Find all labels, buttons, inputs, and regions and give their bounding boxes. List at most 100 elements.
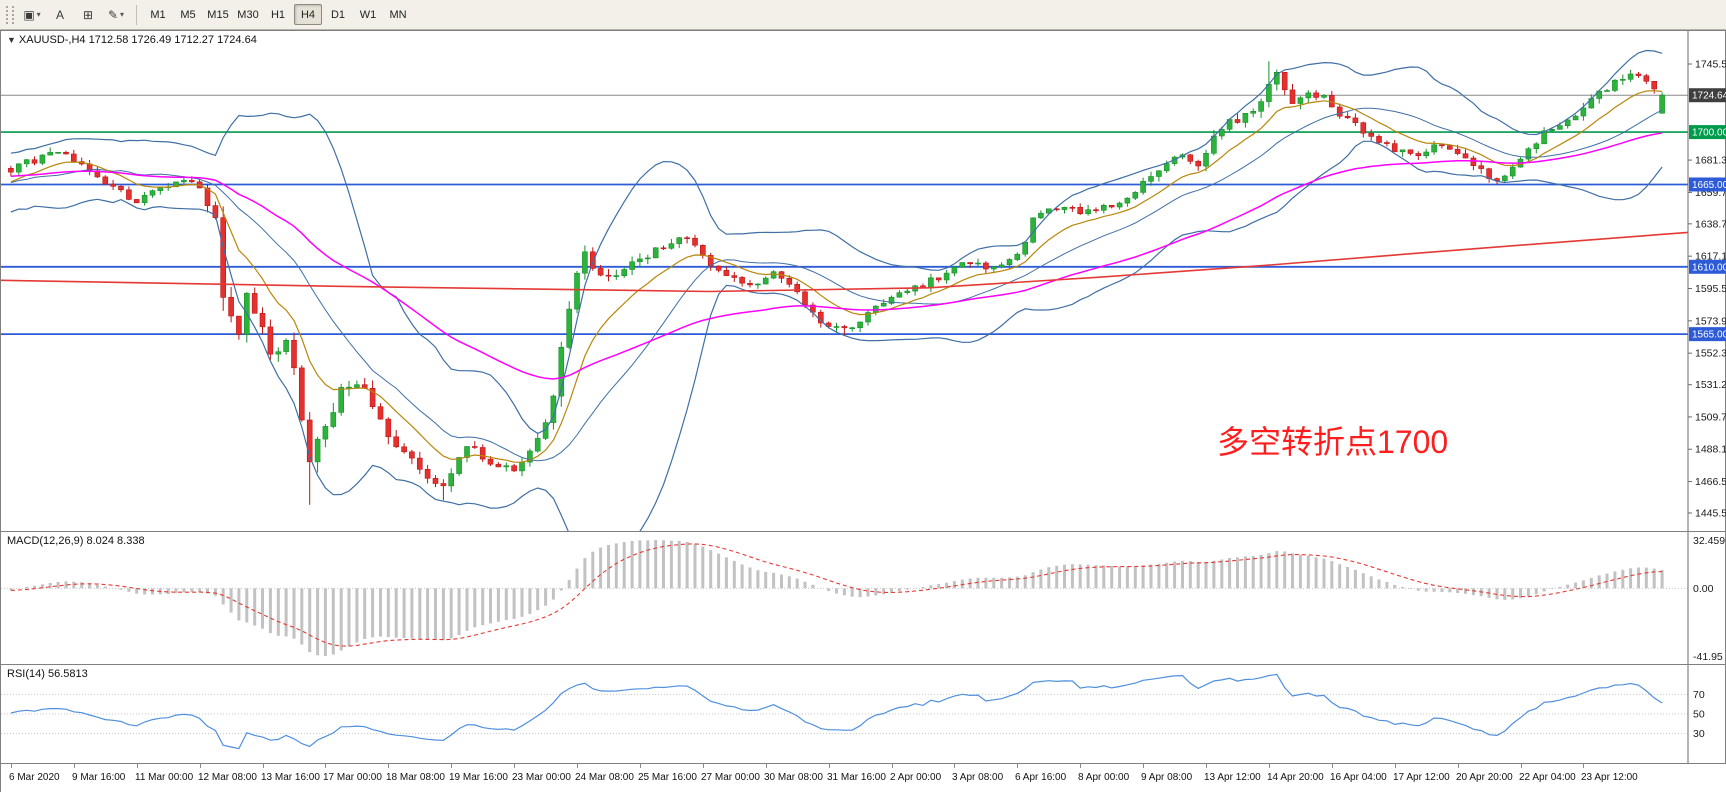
svg-text:1552.30: 1552.30 — [1695, 348, 1726, 360]
chart-ohlc-values: 1712.58 1726.49 1712.27 1724.64 — [88, 34, 257, 46]
macd-canvas[interactable]: 32.459 0.00 -41.95 — [1, 532, 1726, 664]
time-label: 22 Apr 04:00 — [1519, 772, 1576, 783]
time-tick — [200, 764, 201, 768]
time-label: 19 Mar 16:00 — [449, 772, 508, 783]
time-tick — [829, 764, 830, 768]
rsi-panel: 70 50 30 RSI(14) 56.5813 — [1, 665, 1726, 763]
time-tick — [1458, 764, 1459, 768]
macd-label: MACD(12,26,9) 8.024 8.338 — [7, 535, 145, 547]
time-tick — [11, 764, 12, 768]
time-label: 23 Mar 00:00 — [512, 772, 571, 783]
timeframe-m30[interactable]: M30 — [237, 8, 259, 21]
chart-symbol-label: XAUUSD-,H4 — [18, 34, 86, 46]
toolbar: ▣ ▾ A ⊞ ✎ ▾ M1 M5 M15 M30 H1 H4 D1 W1 MN — [0, 0, 1726, 30]
time-label: 3 Apr 08:00 — [952, 772, 1004, 783]
time-tick — [263, 764, 264, 768]
svg-text:1700.00: 1700.00 — [1692, 128, 1726, 139]
svg-text:-41.95: -41.95 — [1693, 651, 1723, 663]
time-tick — [1080, 764, 1081, 768]
time-tick — [1583, 764, 1584, 768]
svg-text:1466.50: 1466.50 — [1695, 476, 1726, 488]
svg-text:32.459: 32.459 — [1693, 535, 1725, 547]
time-tick — [1332, 764, 1333, 768]
svg-text:0.00: 0.00 — [1693, 583, 1714, 595]
svg-text:70: 70 — [1693, 689, 1705, 701]
svg-text:1531.20: 1531.20 — [1695, 379, 1726, 391]
time-tick — [766, 764, 767, 768]
time-tick — [954, 764, 955, 768]
time-label: 17 Mar 00:00 — [323, 772, 382, 783]
text-box-tool[interactable]: ⊞ — [75, 4, 101, 26]
svg-text:1595.50: 1595.50 — [1695, 283, 1726, 295]
time-tick — [1206, 764, 1207, 768]
time-tick — [1269, 764, 1270, 768]
time-tick — [325, 764, 326, 768]
svg-text:1638.70: 1638.70 — [1695, 218, 1726, 230]
chart-dropdown-icon[interactable]: ▼ — [7, 35, 16, 45]
rsi-canvas[interactable]: 70 50 30 — [1, 665, 1726, 763]
time-tick — [892, 764, 893, 768]
chart-window-tool[interactable]: ▣ ▾ — [19, 4, 45, 26]
chevron-down-icon: ▾ — [36, 10, 41, 19]
toolbar-separator — [136, 4, 137, 25]
time-tick — [388, 764, 389, 768]
svg-text:1745.50: 1745.50 — [1695, 59, 1726, 71]
price-chart-canvas[interactable]: 1745.501681.301659.701638.701617.101595.… — [1, 31, 1726, 531]
timeframe-mn[interactable]: MN — [389, 8, 407, 21]
timeframe-m5[interactable]: M5 — [180, 8, 196, 21]
text-box-tool-icon: ⊞ — [82, 7, 94, 22]
chart-title: ▼ XAUUSD-,H4 1712.58 1726.49 1712.27 1724… — [7, 34, 257, 46]
time-label: 14 Apr 20:00 — [1267, 772, 1324, 783]
time-tick — [1017, 764, 1018, 768]
price-panel: 1745.501681.301659.701638.701617.101595.… — [1, 31, 1726, 531]
timeframe-buttons: M1 M5 M15 M30 H1 H4 D1 W1 MN — [143, 4, 413, 25]
time-label: 25 Mar 16:00 — [638, 772, 697, 783]
chevron-down-icon: ▾ — [120, 10, 125, 19]
timeframe-m15[interactable]: M15 — [207, 8, 229, 21]
time-label: 6 Apr 16:00 — [1015, 772, 1067, 783]
time-axis[interactable]: 6 Mar 2020 9 Mar 16:00 11 Mar 00:00 12 Mar … — [1, 764, 1726, 792]
timeframe-m1[interactable]: M1 — [150, 8, 166, 21]
chart-window-tool-icon: ▣ — [23, 7, 35, 22]
time-tick — [1143, 764, 1144, 768]
time-tick — [514, 764, 515, 768]
timeframe-h4[interactable]: H4 — [294, 4, 322, 25]
time-label: 27 Mar 00:00 — [701, 772, 760, 783]
draw-style-tool-icon: ✎ — [107, 7, 119, 22]
time-tick — [1395, 764, 1396, 768]
timeframe-d1[interactable]: D1 — [330, 8, 346, 21]
time-label: 31 Mar 16:00 — [827, 772, 886, 783]
svg-text:1488.10: 1488.10 — [1695, 444, 1726, 456]
panel-separator[interactable] — [1, 664, 1726, 665]
panel-separator[interactable] — [1, 531, 1726, 532]
svg-text:1681.30: 1681.30 — [1695, 155, 1726, 167]
time-label: 13 Mar 16:00 — [261, 772, 320, 783]
panel-separator[interactable] — [1, 763, 1726, 764]
time-label: 30 Mar 08:00 — [764, 772, 823, 783]
svg-text:1610.00: 1610.00 — [1692, 262, 1726, 273]
time-label: 23 Apr 12:00 — [1581, 772, 1638, 783]
timeframe-w1[interactable]: W1 — [359, 8, 377, 21]
svg-text:1565.00: 1565.00 — [1692, 330, 1726, 341]
time-tick — [1521, 764, 1522, 768]
draw-style-tool[interactable]: ✎ ▾ — [103, 4, 129, 26]
time-tick — [451, 764, 452, 768]
chart-annotation-text: 多空转折点1700 — [1217, 424, 1449, 460]
time-label: 6 Mar 2020 — [9, 772, 60, 783]
time-label: 12 Mar 08:00 — [198, 772, 257, 783]
time-label: 13 Apr 12:00 — [1204, 772, 1261, 783]
time-label: 17 Apr 12:00 — [1393, 772, 1450, 783]
timeframe-h1[interactable]: H1 — [270, 8, 286, 21]
time-label: 24 Mar 08:00 — [575, 772, 634, 783]
time-tick — [577, 764, 578, 768]
svg-text:1617.10: 1617.10 — [1695, 251, 1726, 263]
text-label-tool-icon: A — [55, 7, 64, 22]
svg-text:1724.64: 1724.64 — [1692, 91, 1726, 102]
text-label-tool[interactable]: A — [47, 4, 73, 26]
svg-text:1509.70: 1509.70 — [1695, 411, 1726, 423]
toolbar-grip[interactable] — [6, 5, 14, 24]
time-label: 20 Apr 20:00 — [1456, 772, 1513, 783]
time-label: 16 Apr 04:00 — [1330, 772, 1387, 783]
svg-text:50: 50 — [1693, 709, 1705, 721]
